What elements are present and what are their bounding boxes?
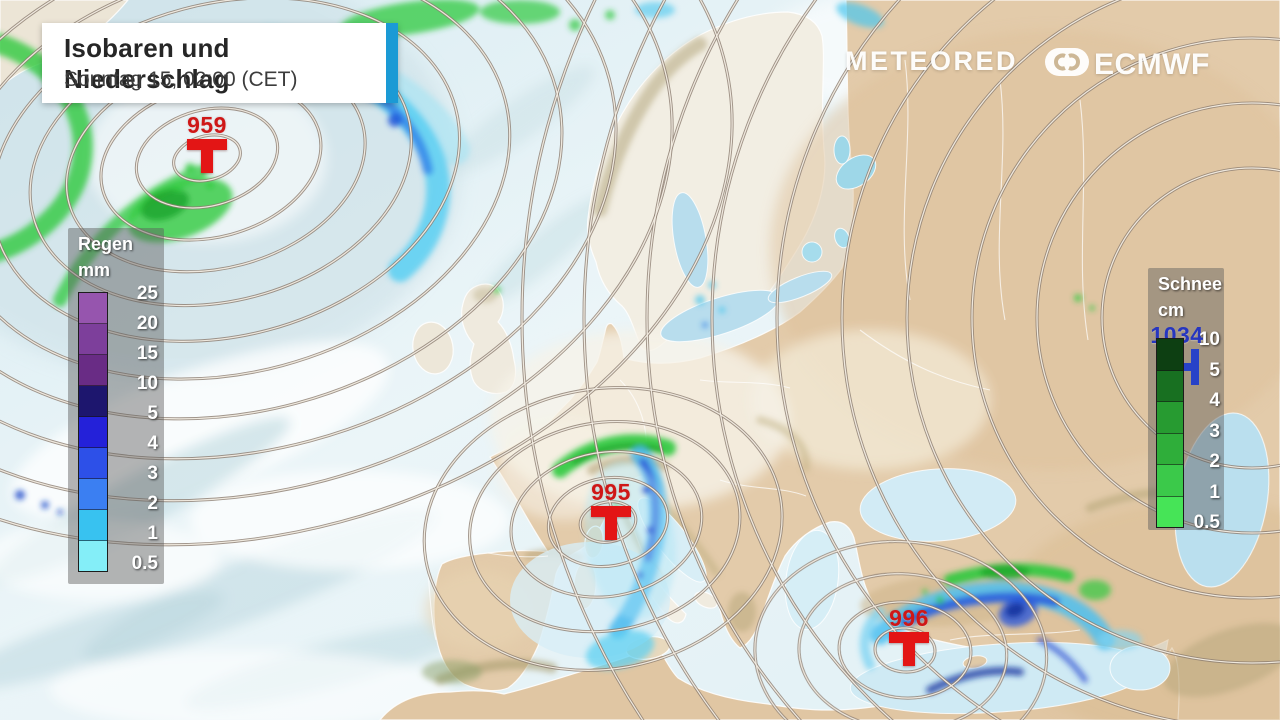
legend-label: 25 bbox=[136, 283, 158, 304]
hoch-icon-cross bbox=[1181, 363, 1193, 371]
meteored-logo: METEORED bbox=[845, 46, 1018, 77]
legend-label: 1 bbox=[1209, 481, 1220, 503]
legend-swatch bbox=[1157, 339, 1183, 371]
tief-icon bbox=[889, 632, 929, 666]
low-pressure-marker: 995 bbox=[571, 481, 651, 540]
rain-legend: Regen mm 25 20 15 10 5 4 3 2 1 0.5 bbox=[68, 228, 164, 584]
meteored-logo-text: METEORED bbox=[845, 46, 1019, 76]
page-title: Isobaren und Niederschlag bbox=[64, 33, 230, 94]
snow-legend-bar bbox=[1156, 338, 1184, 528]
ecmwf-logo: ECMWF bbox=[1044, 46, 1210, 83]
snow-legend-title: Schnee bbox=[1158, 274, 1223, 294]
tief-icon-stem bbox=[605, 506, 617, 540]
legend-label: 10 bbox=[136, 373, 158, 394]
legend-label: 4 bbox=[147, 433, 158, 454]
legend-swatch bbox=[1157, 496, 1183, 527]
pressure-value: 996 bbox=[889, 605, 929, 631]
pressure-value: 959 bbox=[187, 112, 227, 138]
legend-swatch bbox=[79, 541, 107, 571]
legend-swatch bbox=[79, 293, 107, 324]
snow-legend-unit: cm bbox=[1158, 300, 1185, 320]
legend-label: 10 bbox=[1198, 329, 1220, 350]
legend-swatch bbox=[79, 324, 107, 355]
legend-label: 1 bbox=[147, 523, 158, 544]
rain-legend-unit: mm bbox=[78, 260, 111, 280]
tief-icon-stem bbox=[201, 139, 213, 173]
legend-swatch bbox=[79, 417, 107, 448]
legend-label: 3 bbox=[147, 463, 158, 484]
ecmwf-logo-text: ECMWF bbox=[1094, 47, 1210, 81]
rain-legend-bar bbox=[78, 292, 108, 572]
legend-swatch bbox=[1157, 433, 1183, 465]
legend-label: 4 bbox=[1209, 390, 1220, 411]
ecmwf-logo-icon bbox=[1044, 46, 1090, 83]
tief-icon bbox=[187, 139, 227, 173]
legend-label: 2 bbox=[147, 493, 158, 514]
legend-swatch bbox=[1157, 370, 1183, 402]
legend-label: 0.5 bbox=[1193, 512, 1220, 533]
tief-icon bbox=[591, 506, 631, 540]
tief-icon-stem bbox=[903, 632, 915, 666]
legend-label: 3 bbox=[1209, 420, 1220, 442]
legend-swatch bbox=[1157, 465, 1183, 497]
pressure-value: 995 bbox=[591, 479, 631, 505]
legend-swatch bbox=[79, 355, 107, 386]
legend-swatch bbox=[79, 448, 107, 479]
map-title-card: Isobaren und Niederschlag Sonntag 15, 02… bbox=[42, 23, 398, 103]
legend-label: 0.5 bbox=[131, 553, 158, 574]
timestamp: Sonntag 15, 02:00 (CET) bbox=[64, 68, 298, 91]
legend-swatch bbox=[1157, 402, 1183, 434]
legend-label: 2 bbox=[1209, 451, 1220, 472]
legend-swatch bbox=[79, 386, 107, 417]
legend-label: 20 bbox=[136, 313, 158, 334]
legend-label: 15 bbox=[136, 343, 158, 364]
legend-label: 5 bbox=[1209, 359, 1220, 381]
hoch-icon-right bbox=[1191, 349, 1199, 385]
low-pressure-marker: 959 bbox=[167, 114, 247, 173]
snow-legend: Schnee cm 10 5 4 3 2 1 0.5 bbox=[1148, 268, 1224, 533]
rain-legend-title: Regen bbox=[78, 234, 134, 254]
accent-bar bbox=[386, 23, 398, 103]
legend-swatch bbox=[79, 510, 107, 541]
low-pressure-marker: 996 bbox=[869, 607, 949, 666]
legend-swatch bbox=[79, 479, 107, 510]
legend-label: 5 bbox=[147, 403, 158, 424]
